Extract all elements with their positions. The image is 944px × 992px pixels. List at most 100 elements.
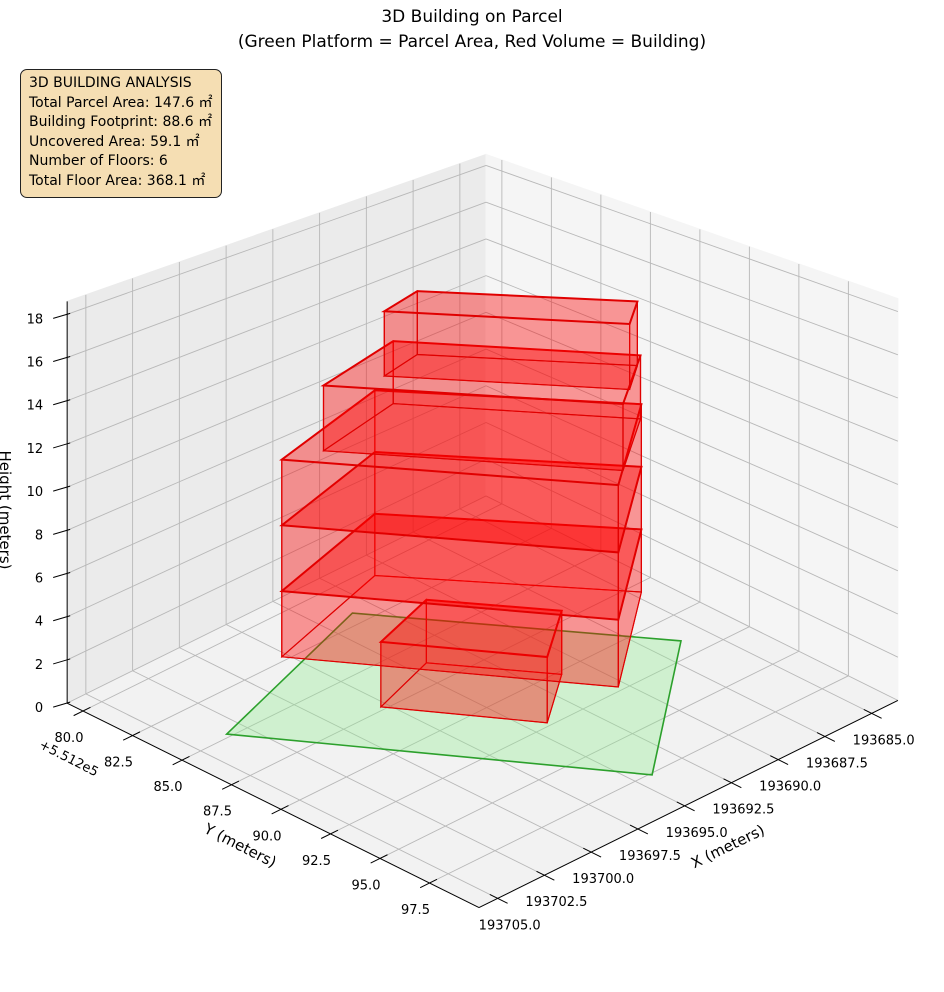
x-gridline-floor — [412, 531, 826, 737]
axis-lines — [53, 301, 899, 909]
gridlines — [66, 159, 899, 899]
z-tick-label: 14 — [27, 399, 44, 414]
y-tick-mark — [172, 756, 190, 766]
z-gridline-left — [67, 201, 487, 358]
z-gridline-left — [66, 275, 487, 445]
z-tick-mark — [53, 399, 71, 406]
x-tick-mark — [723, 778, 742, 789]
x-gridline-floor — [225, 624, 639, 830]
y-gridline-floor — [330, 626, 750, 835]
floor-4-volume — [279, 389, 643, 554]
z-gridline-right — [485, 165, 899, 313]
y-tick-mark — [221, 780, 240, 790]
info-total-floor-area: Total Floor Area: 368.1 ㎡ — [29, 172, 206, 189]
z-gridline-right — [485, 348, 899, 529]
y-tick-label: 90.0 — [253, 829, 282, 844]
z-gridline-right — [485, 238, 899, 399]
info-number-of-floors: Number of Floors: 6 — [29, 153, 168, 170]
y-tick-label: 95.0 — [352, 878, 381, 893]
x-tick-label: 193687.5 — [806, 756, 868, 771]
z-tick-label: 18 — [27, 312, 44, 327]
y-tick-mark — [370, 854, 388, 864]
x-tick-label: 193695.0 — [666, 826, 728, 841]
x-tick-mark — [863, 708, 882, 719]
z-gridline-left — [66, 495, 487, 704]
z-tick-label: 8 — [35, 528, 43, 543]
z-tick-label: 4 — [35, 615, 43, 630]
y-gridline-floor — [181, 552, 602, 761]
floor-6-volume — [381, 290, 639, 391]
info-total-parcel-area: Total Parcel Area: 147.6 ㎡ — [29, 94, 213, 111]
floor-3-volume — [279, 450, 643, 621]
y-tick-label: 80.0 — [55, 731, 84, 746]
x-tick-label: 193702.5 — [525, 895, 587, 910]
z-gridline-right — [485, 201, 899, 356]
x-gridline-floor — [85, 693, 498, 899]
z-gridline-right — [485, 495, 899, 701]
chart-subtitle: (Green Platform = Parcel Area, Red Volum… — [237, 32, 707, 52]
x-gridline-floor — [459, 508, 872, 714]
x-tick-label: 193692.5 — [712, 803, 774, 818]
z-tick-mark — [53, 572, 71, 579]
z-tick-label: 2 — [35, 658, 43, 673]
y-tick-mark — [320, 829, 339, 839]
x-tick-mark — [489, 893, 508, 904]
x-axis-line — [478, 699, 899, 909]
info-uncovered-area: Uncovered Area: 59.1 ㎡ — [29, 133, 200, 150]
z-tick-label: 0 — [35, 701, 43, 716]
y-tick-mark — [73, 706, 91, 717]
x-tick-label: 193700.0 — [572, 872, 634, 887]
z-gridline-right — [485, 458, 899, 658]
z-gridline-left — [67, 165, 487, 315]
z-gridline-right — [485, 275, 899, 442]
y-gridline-floor — [132, 527, 552, 736]
x-gridline-floor — [319, 577, 732, 784]
z-axis-label: Height (meters) — [0, 451, 14, 570]
z-tick-mark — [53, 356, 71, 363]
z-gridline-right — [485, 422, 899, 615]
z-tick-mark — [53, 442, 71, 449]
x-tick-label: 193690.0 — [759, 780, 821, 795]
y-gridline-floor — [379, 650, 800, 859]
y-tick-label: 87.5 — [203, 805, 232, 820]
z-tick-mark — [53, 312, 71, 319]
x-tick-label: 193685.0 — [853, 733, 915, 748]
y-tick-mark — [271, 805, 289, 815]
z-gridline-left — [66, 458, 487, 661]
y-tick-mark — [419, 878, 438, 889]
floor-top-face — [378, 598, 564, 659]
z-tick-mark — [53, 615, 71, 622]
axes-panes — [66, 153, 900, 909]
z-tick-mark — [53, 658, 71, 665]
floor-top-face — [381, 290, 639, 326]
x-gridline-floor — [366, 554, 779, 761]
y-gridline-floor — [429, 675, 849, 884]
z-gridline-right — [485, 311, 899, 485]
z-tick-label: 6 — [35, 572, 43, 587]
tick-labels: 193685.0 193687.5 193690.0 193692.5 193695.0… — [27, 312, 915, 933]
y-tick-label: 92.5 — [302, 854, 331, 869]
chart-title: 3D Building on Parcel — [381, 7, 563, 27]
x-tick-mark — [816, 732, 836, 742]
building-analysis-box: 3D BUILDING ANALYSIS Total Parcel Area: … — [20, 69, 222, 198]
x-tick-label: 193697.5 — [619, 849, 681, 864]
z-gridline-right — [485, 385, 899, 572]
floor-top-face — [320, 340, 642, 406]
x-tick-mark — [536, 870, 555, 881]
z-tick-mark — [53, 528, 71, 535]
z-tick-label: 16 — [27, 356, 44, 371]
floor-1-volume — [378, 598, 564, 724]
y-tick-label: 85.0 — [154, 780, 183, 795]
x-tick-mark — [770, 755, 789, 765]
floor-5-volume — [320, 340, 642, 472]
floor-top-face — [279, 389, 643, 487]
x-tick-mark — [676, 801, 695, 812]
z-gridline-left — [66, 348, 487, 531]
y-gridline-floor — [231, 577, 651, 786]
z-tick-label: 12 — [27, 442, 44, 457]
y-axis-line — [66, 702, 480, 909]
z-tick-mark — [53, 485, 71, 492]
z-gridline-left — [66, 385, 487, 574]
x-gridline-floor — [132, 670, 545, 876]
